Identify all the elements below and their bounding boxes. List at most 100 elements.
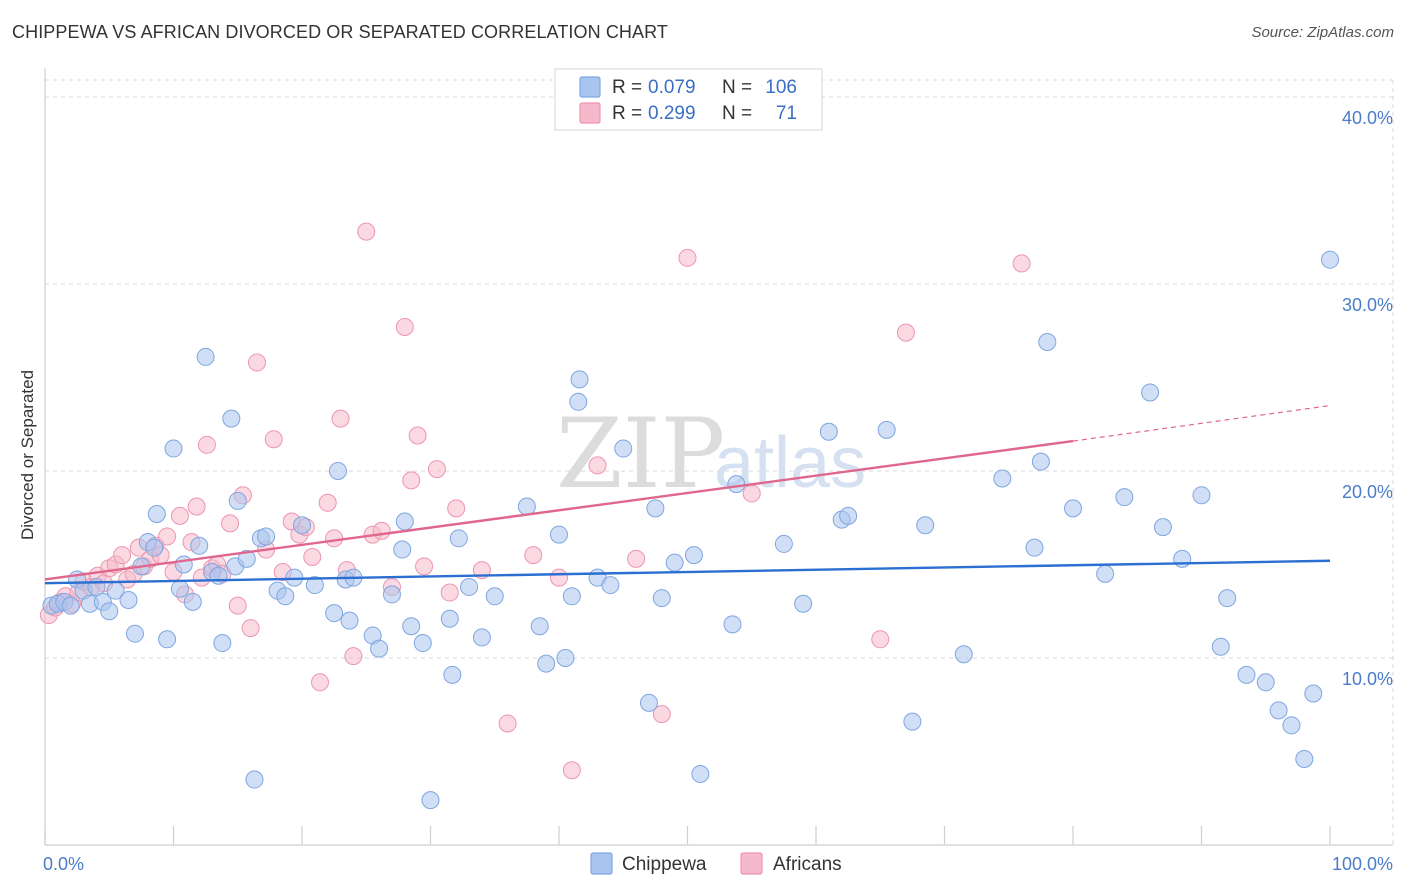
- africans-point: [395, 318, 414, 337]
- legend-africans-swatch: [740, 852, 763, 875]
- africans-point: [221, 514, 240, 533]
- row1-r-label: R =: [612, 77, 642, 98]
- chippewa-point: [328, 462, 347, 480]
- africans-point: [524, 546, 543, 565]
- africans-point: [440, 583, 459, 602]
- africans-point: [447, 499, 466, 518]
- watermark: ZIP atlas: [556, 398, 866, 510]
- africans-point: [187, 497, 206, 516]
- africans-points: [39, 222, 1031, 780]
- chippewa-point: [100, 602, 119, 621]
- chippewa-point: [145, 538, 164, 557]
- watermark-zip: ZIP: [556, 398, 725, 510]
- chippewa-point: [293, 516, 311, 535]
- africans-point: [303, 548, 322, 567]
- chippewa-point: [158, 630, 177, 649]
- africans-point: [550, 568, 568, 587]
- chippewa-point: [794, 594, 813, 613]
- chippewa-point: [276, 587, 295, 606]
- chippewa-point: [646, 499, 665, 518]
- chippewa-point: [1304, 684, 1323, 703]
- row2-n-label: N =: [722, 103, 752, 124]
- row2-n-value: 71: [776, 103, 797, 124]
- chippewa-point: [61, 596, 80, 615]
- chippewa-point: [639, 693, 658, 712]
- chippewa-point: [421, 791, 440, 810]
- africans-point: [170, 506, 189, 525]
- chippewa-point: [556, 649, 575, 667]
- chippewa-point: [1295, 749, 1314, 768]
- y-tick-label: 10.0%: [1342, 669, 1393, 689]
- chippewa-point: [305, 576, 324, 595]
- chippewa-point: [87, 577, 106, 596]
- africans-point: [871, 630, 890, 649]
- trend-lines: [44, 404, 1331, 585]
- chippewa-point: [614, 439, 633, 458]
- chippewa-point: [727, 475, 746, 494]
- africans-point: [742, 484, 761, 503]
- chippewa-point: [1321, 250, 1339, 269]
- chippewa-point: [819, 422, 838, 441]
- stats-legend: R = 0.079 N = 106 R = 0.299 N = 71: [554, 68, 823, 131]
- africans-point: [896, 323, 915, 342]
- africans-point: [310, 673, 329, 692]
- chippewa-point: [1282, 716, 1301, 735]
- chippewa-point: [916, 516, 935, 535]
- chippewa-point: [228, 491, 247, 510]
- africans-point: [627, 549, 646, 568]
- africans-point: [241, 619, 260, 638]
- y-axis-label: Divorced or Separated: [18, 370, 37, 540]
- chippewa-point: [340, 611, 359, 630]
- row2-r-value: 0.299: [648, 103, 696, 124]
- chippewa-point: [903, 712, 922, 731]
- chippewa-point: [395, 512, 414, 531]
- chippewa-point: [119, 591, 138, 610]
- chippewa-point: [443, 665, 462, 684]
- chippewa-point: [1153, 518, 1172, 537]
- chippewa-point: [774, 534, 793, 553]
- africans-point: [415, 557, 434, 576]
- row1-n-value: 106: [765, 77, 797, 98]
- africans-point: [228, 596, 247, 615]
- chippewa-point: [257, 527, 276, 546]
- chippewa-point: [1237, 665, 1256, 684]
- chippewa-points: [42, 250, 1339, 810]
- chippewa-point: [164, 439, 183, 458]
- x-tick-label: 0.0%: [43, 854, 84, 874]
- africans-point: [248, 353, 267, 372]
- row1-n-label: N =: [722, 77, 752, 98]
- africans-point: [588, 456, 607, 475]
- chippewa-legend-swatch: [579, 76, 601, 98]
- x-tick-label: 100.0%: [1332, 854, 1393, 874]
- chippewa-point: [1256, 673, 1275, 692]
- chippewa-point: [562, 587, 581, 606]
- africans-point: [372, 521, 391, 540]
- axes: [44, 68, 1393, 846]
- y-tick-label: 20.0%: [1342, 482, 1393, 502]
- chippewa-point: [222, 409, 241, 428]
- africans-trend-line: [44, 439, 1074, 581]
- chippewa-point: [665, 553, 684, 572]
- africans-point: [158, 527, 177, 546]
- chippewa-point: [993, 469, 1012, 488]
- africans-point: [562, 761, 581, 780]
- chippewa-point: [877, 420, 896, 439]
- chippewa-point: [1192, 486, 1211, 505]
- chippewa-point: [517, 497, 536, 516]
- chippewa-point: [460, 577, 479, 596]
- chippewa-point: [1173, 549, 1192, 568]
- chippewa-point: [485, 587, 504, 606]
- source-label: Source: ZipAtlas.com: [1251, 24, 1394, 41]
- chippewa-point: [537, 654, 556, 673]
- row1-r-value: 0.079: [648, 77, 696, 98]
- y-tick-labels: 10.0% 20.0% 30.0% 40.0%: [1342, 108, 1393, 689]
- chippewa-point: [190, 536, 209, 555]
- chippewa-trend-line: [44, 559, 1331, 585]
- legend-chippewa-label: Chippewa: [622, 854, 707, 875]
- africans-point: [197, 435, 216, 454]
- chippewa-point: [1218, 589, 1237, 608]
- chippewa-point: [170, 579, 189, 598]
- chippewa-point: [147, 505, 166, 524]
- africans-point: [652, 705, 671, 724]
- chippewa-point: [1064, 499, 1082, 518]
